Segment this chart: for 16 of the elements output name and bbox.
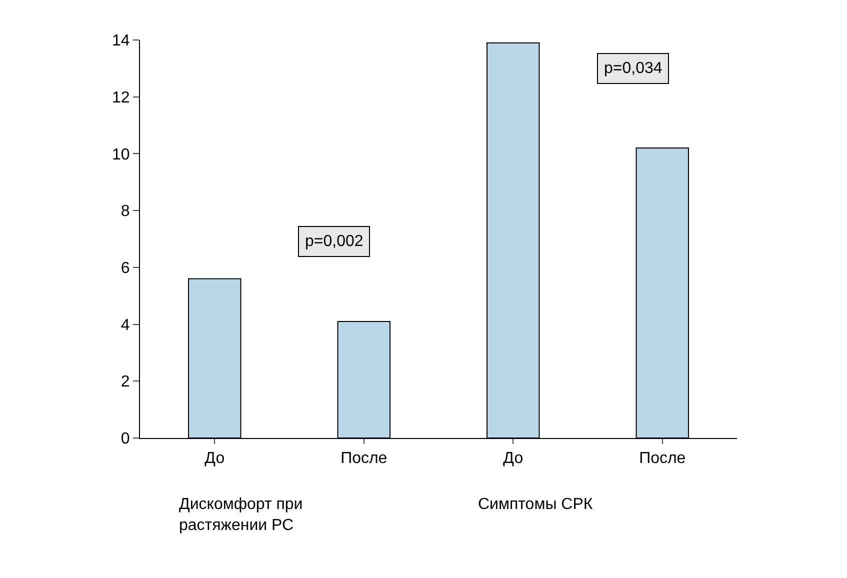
y-tick-label: 12 xyxy=(112,89,130,106)
y-tick-label: 6 xyxy=(120,260,130,278)
y-tick-label: 10 xyxy=(112,146,130,164)
y-tick-label: 8 xyxy=(120,203,130,220)
x-tick-label: До xyxy=(503,450,524,468)
y-tick-label: 14 xyxy=(112,32,130,50)
y-tick-label: 4 xyxy=(120,316,130,334)
text: Дискомфорт при растяжении РС xyxy=(179,496,303,534)
annotation: p=0,002 xyxy=(305,233,364,250)
annotation: p=0,034 xyxy=(604,60,662,77)
x-tick-label: После xyxy=(639,450,686,468)
x-tick-label: После xyxy=(340,450,388,468)
y-tick-label: 2 xyxy=(120,374,130,391)
text: Симптомы СРК xyxy=(478,496,594,513)
x-tick-label: До xyxy=(204,450,225,468)
y-tick-label: 0 xyxy=(120,430,130,448)
